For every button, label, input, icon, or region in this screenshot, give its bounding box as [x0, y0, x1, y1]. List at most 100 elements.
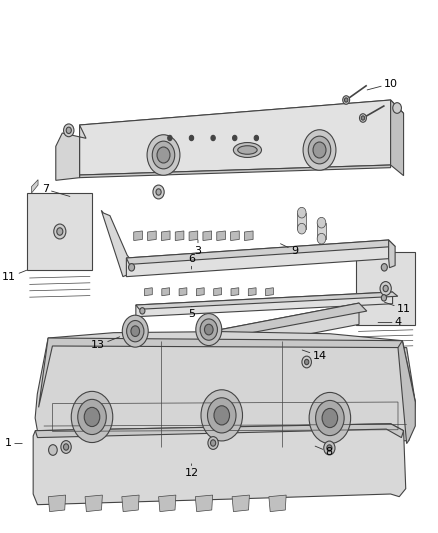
Circle shape: [200, 319, 217, 340]
Circle shape: [153, 185, 164, 199]
Circle shape: [324, 441, 335, 455]
Circle shape: [140, 308, 145, 314]
Polygon shape: [217, 231, 226, 240]
Polygon shape: [175, 231, 184, 240]
Polygon shape: [127, 240, 389, 277]
Circle shape: [393, 103, 401, 114]
Polygon shape: [48, 495, 66, 512]
Text: 12: 12: [184, 464, 198, 478]
Ellipse shape: [233, 142, 261, 157]
Polygon shape: [136, 292, 398, 309]
Circle shape: [297, 223, 306, 234]
Polygon shape: [159, 495, 176, 512]
Polygon shape: [101, 211, 129, 277]
Polygon shape: [398, 341, 415, 443]
Text: 14: 14: [302, 350, 327, 361]
Polygon shape: [391, 100, 403, 176]
Polygon shape: [356, 252, 415, 325]
Polygon shape: [189, 231, 198, 240]
Text: 6: 6: [188, 254, 195, 269]
Circle shape: [61, 441, 71, 454]
Polygon shape: [166, 303, 359, 361]
Circle shape: [147, 135, 180, 175]
Polygon shape: [35, 332, 415, 450]
Polygon shape: [39, 338, 415, 407]
Polygon shape: [231, 288, 239, 296]
Circle shape: [316, 400, 344, 435]
Text: 3: 3: [194, 240, 201, 255]
Circle shape: [233, 135, 237, 141]
Circle shape: [201, 390, 243, 441]
Circle shape: [211, 440, 215, 446]
Polygon shape: [134, 231, 142, 240]
Circle shape: [156, 189, 161, 195]
Polygon shape: [56, 125, 86, 180]
Text: 9: 9: [280, 244, 298, 255]
Polygon shape: [35, 424, 403, 438]
Circle shape: [344, 98, 348, 102]
Circle shape: [78, 399, 106, 434]
Circle shape: [189, 135, 194, 141]
Circle shape: [57, 228, 63, 235]
Polygon shape: [32, 180, 38, 193]
Polygon shape: [389, 240, 395, 268]
Circle shape: [214, 406, 230, 425]
Circle shape: [304, 359, 309, 365]
Polygon shape: [244, 231, 253, 240]
Polygon shape: [230, 231, 239, 240]
Ellipse shape: [238, 146, 257, 154]
Circle shape: [208, 437, 218, 449]
Circle shape: [168, 135, 172, 141]
Polygon shape: [122, 495, 139, 512]
Circle shape: [297, 207, 306, 218]
Circle shape: [309, 392, 351, 443]
Polygon shape: [33, 424, 406, 505]
Polygon shape: [232, 495, 249, 512]
Text: 10: 10: [367, 79, 398, 90]
Circle shape: [383, 285, 388, 292]
Polygon shape: [27, 193, 92, 270]
Text: 8: 8: [315, 446, 333, 457]
Circle shape: [84, 407, 100, 426]
Circle shape: [71, 391, 113, 442]
Text: 5: 5: [188, 306, 195, 319]
Text: 13: 13: [91, 337, 120, 350]
Polygon shape: [196, 288, 204, 296]
Circle shape: [322, 408, 338, 427]
Circle shape: [54, 224, 66, 239]
Circle shape: [360, 114, 367, 122]
Circle shape: [196, 313, 222, 345]
Circle shape: [327, 445, 332, 451]
Polygon shape: [166, 303, 367, 348]
Text: 7: 7: [42, 184, 70, 197]
Circle shape: [380, 281, 391, 295]
Circle shape: [317, 233, 326, 244]
Polygon shape: [162, 231, 170, 240]
Polygon shape: [80, 100, 403, 139]
Circle shape: [122, 315, 148, 347]
Polygon shape: [269, 495, 286, 512]
Circle shape: [128, 264, 134, 271]
Circle shape: [313, 142, 326, 158]
Circle shape: [343, 96, 350, 104]
Polygon shape: [214, 288, 222, 296]
Circle shape: [254, 135, 258, 141]
Polygon shape: [148, 231, 156, 240]
Polygon shape: [179, 288, 187, 296]
Polygon shape: [162, 288, 170, 296]
Text: 11: 11: [2, 270, 27, 282]
Circle shape: [308, 136, 331, 164]
Polygon shape: [265, 288, 273, 296]
Circle shape: [49, 445, 57, 455]
Text: 4: 4: [378, 318, 402, 327]
Polygon shape: [85, 495, 102, 512]
Polygon shape: [136, 292, 392, 317]
Circle shape: [64, 444, 69, 450]
Polygon shape: [297, 213, 306, 229]
Circle shape: [381, 264, 387, 271]
Polygon shape: [203, 231, 212, 240]
Circle shape: [205, 324, 213, 335]
Circle shape: [152, 141, 175, 169]
Circle shape: [64, 124, 74, 137]
Polygon shape: [195, 495, 212, 512]
